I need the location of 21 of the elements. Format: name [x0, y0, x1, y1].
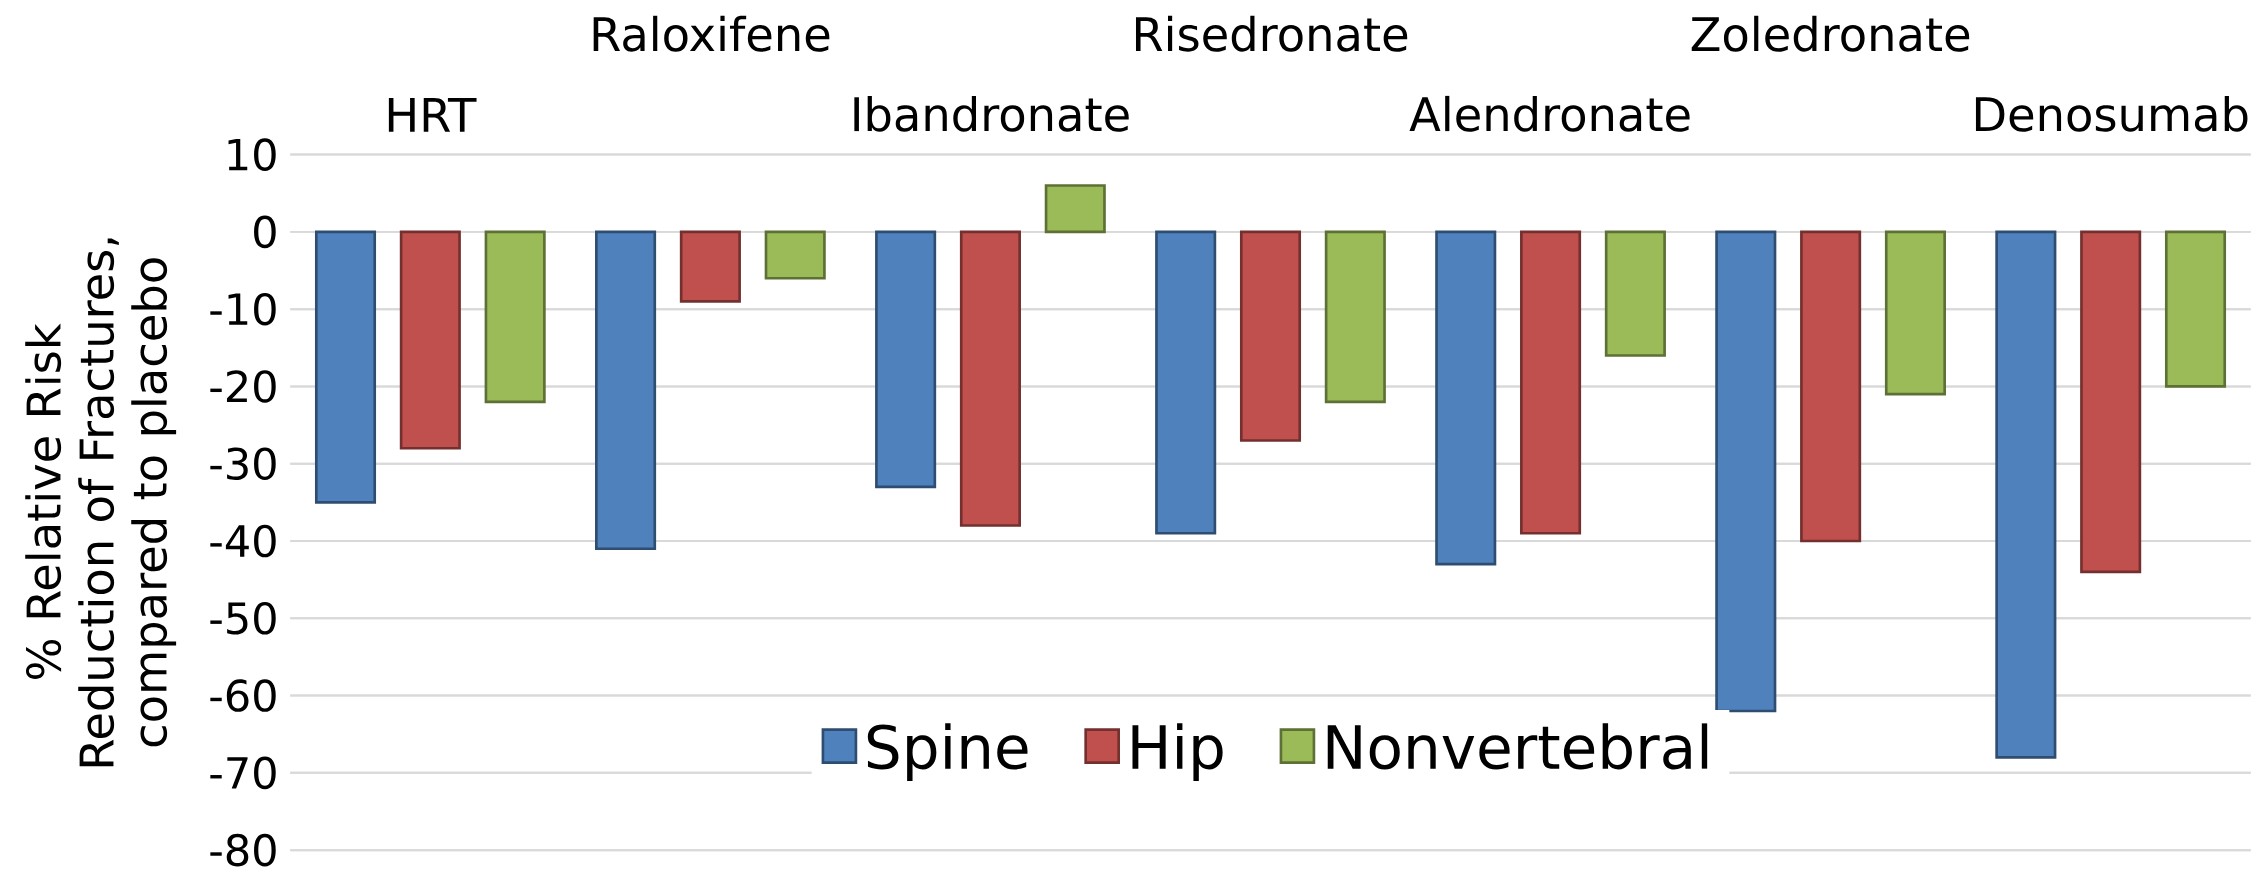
x-tick-label: Risedronate: [1135, 15, 1408, 52]
y-tick-label: -40: [210, 524, 276, 558]
x-tick-label: Zoledronate: [1691, 15, 1970, 52]
legend-label: Nonvertebral: [1327, 723, 1708, 770]
y-tick-label: -50: [210, 601, 276, 635]
legend-label: Spine: [867, 723, 1028, 781]
x-tick-label: Denosumab: [1975, 95, 2248, 132]
y-tick-label: -20: [210, 369, 276, 403]
y-axis-title: % Relative Risk Reduction of Fractures, compared to placebo: [25, 238, 177, 766]
y-tick-label: 0: [254, 215, 276, 248]
x-tick-label: HRT: [388, 97, 477, 132]
y-tick-label: 10: [228, 138, 276, 171]
y-tick-label: -60: [210, 679, 276, 712]
x-tick-label: Alendronate: [1409, 95, 1690, 132]
legend-label: Hip: [1132, 723, 1223, 781]
y-tick-label: -10: [210, 292, 276, 326]
x-tick-label: Ibandronate: [854, 95, 1129, 132]
y-tick-label: -70: [210, 756, 276, 789]
y-tick-label: -30: [210, 447, 276, 480]
y-tick-label: -80: [210, 833, 276, 867]
x-tick-label: Raloxifene: [593, 15, 830, 52]
